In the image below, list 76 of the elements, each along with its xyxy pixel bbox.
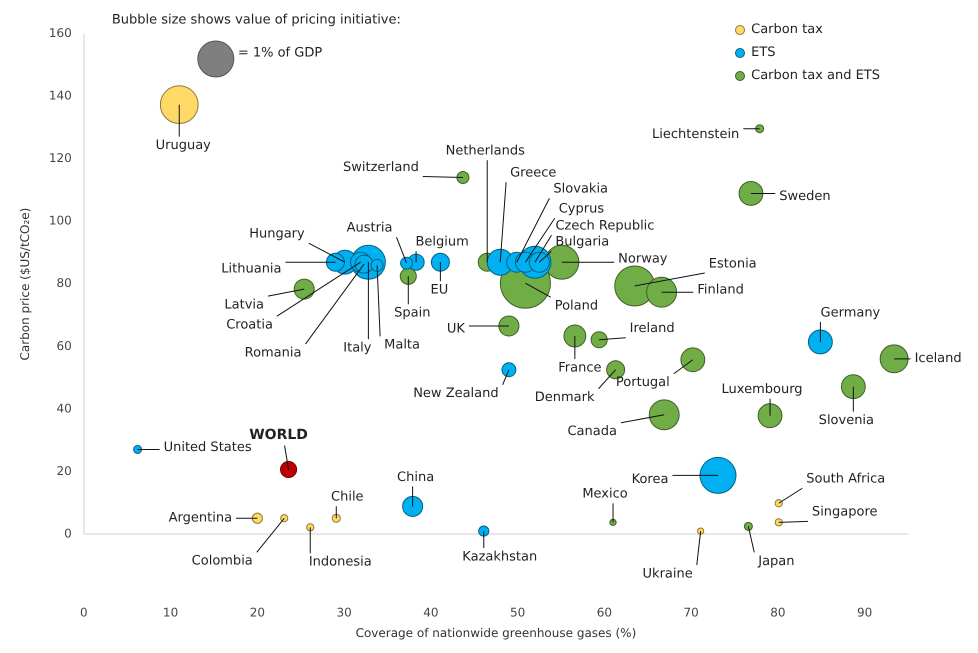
annotation: South Africa <box>806 472 886 487</box>
annotation: Korea <box>632 472 668 487</box>
annotation: Argentina <box>168 510 232 526</box>
y-tick-label: 160 <box>48 26 72 40</box>
annotation: Ukraine <box>642 566 693 582</box>
annotation: Germany <box>820 305 881 320</box>
annotation: Liechtenstein <box>652 127 740 142</box>
legend-label: ETS <box>751 45 776 60</box>
y-tick-label: 100 <box>48 214 72 228</box>
annotation: Mexico <box>582 486 628 502</box>
annotation: Kazakhstan <box>462 549 538 564</box>
annotation: Spain <box>394 306 430 321</box>
y-tick-label: 120 <box>48 151 72 166</box>
annotation: China <box>397 470 434 485</box>
annotation: Belgium <box>415 234 469 250</box>
annotation: Bulgaria <box>555 234 610 250</box>
y-tick-label: 20 <box>56 464 72 478</box>
annotation: Singapore <box>812 504 878 520</box>
legend-label: = 1% of GDP <box>238 45 322 60</box>
annotation: France <box>558 360 602 376</box>
y-tick-label: 0 <box>64 526 72 540</box>
x-tick-label: 40 <box>423 606 438 620</box>
y-tick-label: 60 <box>56 338 72 353</box>
x-tick-label: 10 <box>162 606 178 620</box>
x-axis-title: Coverage of nationwide greenhouse gases (%) <box>356 626 636 640</box>
series-label: WORLD <box>249 427 308 444</box>
y-axis-title: Carbon price ($US/tCO₂e) <box>18 208 32 361</box>
annotation: Iceland <box>914 351 962 366</box>
annotation: Luxembourg <box>722 382 803 398</box>
annotation: Finland <box>697 282 744 298</box>
annotation: Malta <box>384 338 420 353</box>
y-tick-label: 40 <box>56 401 72 416</box>
annotation: Ireland <box>630 321 675 336</box>
annotation: Austria <box>346 220 393 236</box>
legend-label: Carbon tax <box>751 22 823 37</box>
x-tick-label: 60 <box>596 606 612 620</box>
annotation: Lithuania <box>221 262 282 277</box>
annotation: Portugal <box>616 375 670 390</box>
annotation: Netherlands <box>446 144 526 159</box>
annotation: Slovakia <box>553 182 608 197</box>
annotation: Greece <box>510 166 556 181</box>
annotation: Uruguay <box>156 138 212 154</box>
annotation: Hungary <box>249 226 306 242</box>
annotation: Latvia <box>224 297 264 312</box>
y-tick-label: 140 <box>48 88 72 103</box>
annotation: Canada <box>567 424 617 440</box>
annotation: Switzerland <box>343 160 419 175</box>
x-tick-label: 30 <box>336 606 352 620</box>
annotation: Indonesia <box>308 554 372 570</box>
annotation: New Zealand <box>413 386 499 402</box>
annotation: Czech Republic <box>555 218 654 234</box>
annotation: Japan <box>757 554 794 569</box>
annotation: Poland <box>554 298 598 314</box>
x-tick-label: 50 <box>510 606 526 620</box>
annotation: Cyprus <box>558 202 604 217</box>
annotation: Slovenia <box>818 413 874 428</box>
x-tick-label: 80 <box>770 606 786 620</box>
text: Bubble size shows value of pricing initiative: <box>112 12 401 28</box>
annotation: Estonia <box>708 256 757 272</box>
x-tick-label: 20 <box>250 606 265 620</box>
annotation: Denmark <box>534 390 595 406</box>
annotation: United States <box>164 440 252 455</box>
y-tick-label: 80 <box>56 276 72 290</box>
annotation: Norway <box>618 252 668 267</box>
annotation: Colombia <box>192 554 253 569</box>
annotation: UK <box>446 321 466 336</box>
annotation: Sweden <box>779 188 831 204</box>
annotation: Chile <box>331 490 364 505</box>
x-tick-label: 90 <box>856 606 872 620</box>
legend-label: Carbon tax and ETS <box>751 68 880 83</box>
annotation: Croatia <box>226 318 273 333</box>
annotation: Italy <box>343 340 372 356</box>
x-tick-label: 70 <box>683 606 699 620</box>
annotation: EU <box>430 282 448 298</box>
annotation: Romania <box>244 345 302 360</box>
x-tick-label: 0 <box>80 606 88 620</box>
